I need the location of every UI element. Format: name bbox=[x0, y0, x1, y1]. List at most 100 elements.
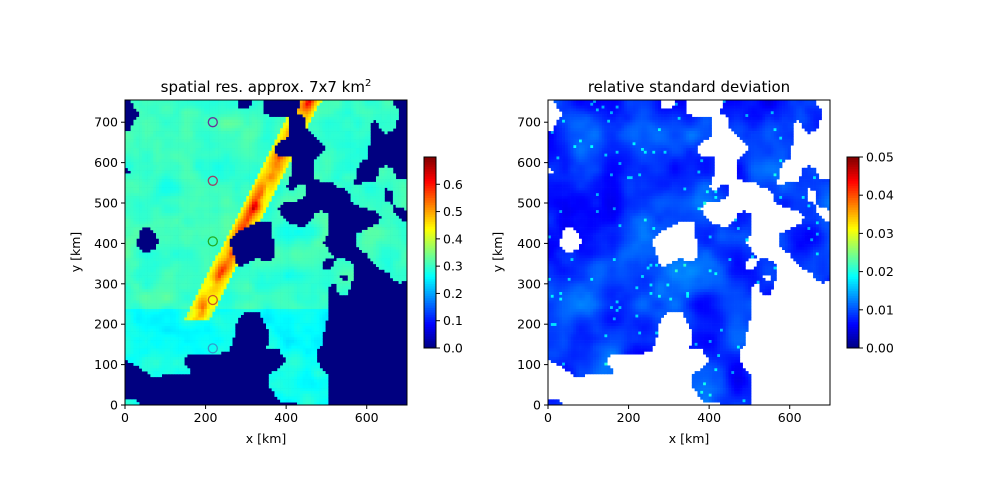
left-cell bbox=[373, 232, 377, 236]
left-cell bbox=[141, 162, 146, 166]
left-cell bbox=[130, 235, 134, 239]
left-cell bbox=[251, 142, 256, 146]
left-cell bbox=[125, 224, 129, 228]
left-cell bbox=[136, 275, 140, 279]
left-cell bbox=[133, 198, 137, 203]
left-cell bbox=[251, 212, 256, 217]
left-cell bbox=[156, 249, 160, 253]
left-cell bbox=[251, 280, 256, 284]
left-cell bbox=[237, 150, 241, 154]
left-cell bbox=[308, 125, 312, 129]
left-cell bbox=[175, 153, 179, 157]
left-cell bbox=[257, 100, 261, 104]
left-cell bbox=[164, 263, 168, 267]
left-cell bbox=[130, 238, 134, 242]
left-cell bbox=[234, 139, 239, 143]
left-cell bbox=[266, 162, 270, 166]
left-cell bbox=[198, 108, 202, 112]
left-cell bbox=[167, 218, 171, 222]
left-cell bbox=[178, 133, 182, 138]
left-cell bbox=[198, 170, 202, 174]
left-cell bbox=[192, 221, 196, 225]
left-cell bbox=[164, 241, 168, 245]
left-cell bbox=[260, 218, 264, 222]
left-cell bbox=[392, 227, 397, 231]
left-cell bbox=[130, 142, 134, 146]
left-cell bbox=[136, 150, 140, 154]
left-cell bbox=[390, 235, 394, 239]
left-cell bbox=[141, 283, 146, 287]
left-cell bbox=[215, 193, 219, 197]
left-cell bbox=[240, 196, 244, 200]
left-cell bbox=[333, 142, 337, 146]
left-cell bbox=[350, 272, 354, 276]
left-cell bbox=[316, 133, 320, 138]
left-cell bbox=[150, 283, 154, 287]
left-cell bbox=[251, 184, 256, 188]
left-cell bbox=[192, 207, 196, 211]
left-cell bbox=[164, 153, 168, 157]
left-cell bbox=[282, 133, 287, 138]
left-cell bbox=[344, 176, 349, 180]
left-cell bbox=[167, 246, 171, 251]
left-cell bbox=[373, 198, 377, 203]
left-cell bbox=[280, 173, 284, 177]
left-cell bbox=[282, 187, 287, 191]
left-cell bbox=[271, 224, 275, 228]
left-cell bbox=[364, 145, 368, 149]
left-cell bbox=[175, 150, 179, 154]
left-cell bbox=[187, 116, 191, 121]
left-cell bbox=[330, 119, 335, 123]
left-cell bbox=[249, 114, 253, 118]
left-cell bbox=[178, 283, 182, 287]
left-cell bbox=[339, 280, 343, 284]
left-cell bbox=[206, 184, 210, 188]
left-cell bbox=[220, 266, 225, 270]
left-cell bbox=[271, 227, 275, 231]
left-cell bbox=[220, 227, 225, 231]
left-cell bbox=[212, 162, 216, 166]
left-cell bbox=[218, 162, 222, 166]
left-cell bbox=[277, 133, 281, 138]
left-cell bbox=[387, 224, 391, 228]
left-cell bbox=[392, 198, 397, 203]
left-cell bbox=[139, 218, 143, 222]
left-cell bbox=[302, 184, 306, 188]
left-cell bbox=[167, 263, 171, 267]
left-cell bbox=[356, 190, 360, 194]
left-cell bbox=[167, 190, 171, 194]
left-cell bbox=[229, 212, 233, 217]
left-cell bbox=[277, 280, 281, 284]
left-cell bbox=[297, 275, 301, 279]
left-cell bbox=[359, 148, 363, 152]
left-cell bbox=[249, 139, 253, 143]
left-cell bbox=[161, 176, 165, 180]
left-cell bbox=[350, 184, 354, 188]
left-cell bbox=[277, 184, 281, 188]
left-cell bbox=[249, 176, 253, 180]
left-cell bbox=[342, 258, 346, 262]
left-cell bbox=[147, 187, 151, 191]
left-cell bbox=[175, 218, 179, 222]
left-cell bbox=[136, 119, 140, 123]
left-cell bbox=[282, 196, 287, 200]
left-cell bbox=[359, 156, 363, 160]
left-cell bbox=[232, 280, 236, 284]
left-cell bbox=[156, 212, 160, 217]
left-cell bbox=[226, 201, 230, 205]
left-cell bbox=[147, 148, 151, 152]
left-cell bbox=[257, 122, 261, 126]
left-cell bbox=[172, 204, 177, 208]
left-cell bbox=[189, 187, 194, 191]
left-cell bbox=[387, 102, 391, 106]
left-cell bbox=[359, 204, 363, 208]
left-cell bbox=[141, 164, 146, 169]
left-cell bbox=[404, 227, 408, 231]
left-cell bbox=[297, 187, 301, 191]
left-cell bbox=[384, 227, 388, 231]
left-cell bbox=[268, 150, 272, 154]
left-cell bbox=[322, 176, 326, 180]
left-cell bbox=[175, 238, 179, 242]
left-cell bbox=[198, 162, 202, 166]
left-cell bbox=[313, 125, 318, 129]
